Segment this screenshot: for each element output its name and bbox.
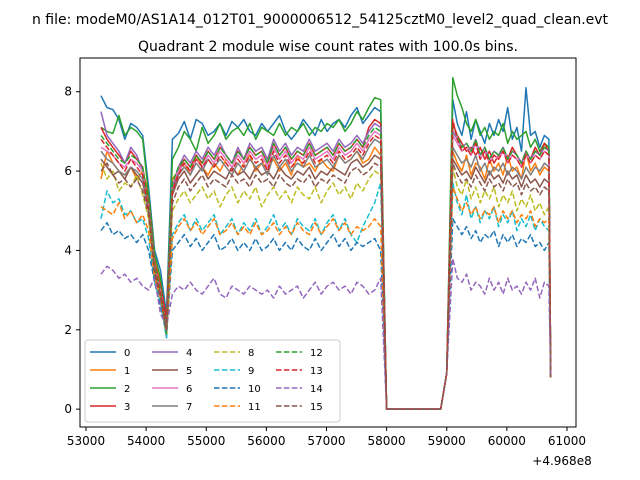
series-line-9 [100,182,552,410]
series-line-5 [100,154,552,410]
series-line-13 [100,118,552,410]
series-line-15 [100,162,552,410]
legend-label-0: 0 [124,348,130,359]
series-line-2 [100,77,552,410]
series-line-11 [100,186,552,410]
x-tick-label: 59000 [428,434,466,448]
series-line-6 [100,130,552,410]
legend-label-7: 7 [186,402,192,413]
legend-label-3: 3 [124,402,130,413]
x-tick-label: 60000 [488,434,526,448]
series-line-0 [100,87,552,410]
legend-label-13: 13 [310,366,323,377]
legend-label-15: 15 [310,402,323,413]
series-line-7 [100,138,552,410]
legend-label-4: 4 [186,348,192,359]
legend-label-6: 6 [186,384,192,395]
y-tick-label: 4 [64,243,72,257]
plot-frame [79,57,577,428]
x-tick-label: 54000 [127,434,165,448]
chart-title: Quadrant 2 module wise count rates with … [138,39,518,55]
axes: 53000 54000 55000 56000 57000 58000 59000 60000… [64,85,586,448]
legend-label-1: 1 [124,366,130,377]
y-tick-label: 2 [64,323,72,337]
legend-label-14: 14 [310,384,323,395]
x-tick-label: 55000 [187,434,225,448]
series-line-3 [100,118,552,410]
x-tick-label: 56000 [247,434,285,448]
y-tick-label: 6 [64,164,72,178]
series-line-14 [100,257,552,410]
y-tick-label: 8 [64,85,72,99]
legend-label-12: 12 [310,348,323,359]
x-offset-label: +4.968e8 [532,454,591,468]
x-tick-label: 53000 [67,434,105,448]
x-tick-label: 58000 [368,434,406,448]
legend-label-5: 5 [186,366,192,377]
y-tick-label: 0 [64,402,72,416]
x-tick-label: 61000 [548,434,586,448]
series-line-8 [100,162,552,410]
legend-box [84,339,341,423]
legend-label-10: 10 [248,384,261,395]
x-tick-label: 57000 [307,434,345,448]
legend-label-8: 8 [248,348,254,359]
plot-lines [100,77,552,410]
series-line-10 [100,217,552,410]
series-line-12 [100,126,552,410]
legend-label-9: 9 [248,366,254,377]
legend-label-2: 2 [124,384,130,395]
legend-label-11: 11 [248,402,261,413]
figure-suptitle: n file: modeM0/AS1A14_012T01_9000006512_… [32,12,609,28]
